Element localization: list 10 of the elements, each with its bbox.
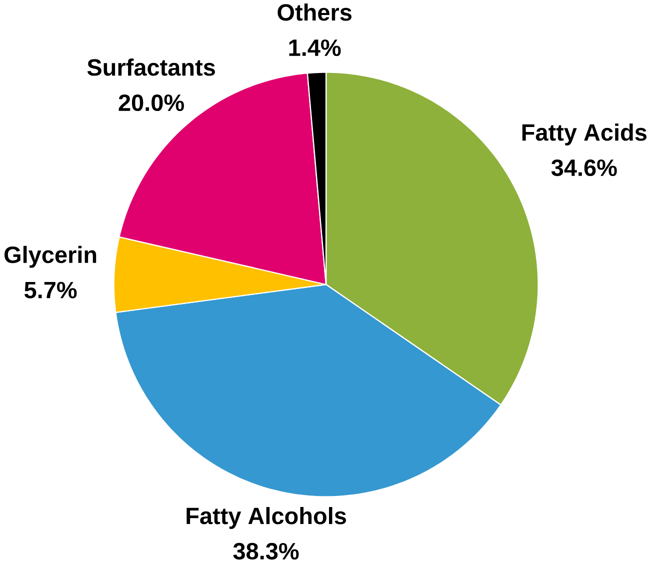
data-label: 38.3% bbox=[233, 542, 299, 560]
slice-label: Surfactants bbox=[87, 58, 215, 76]
slice-label: Fatty Alcohols bbox=[186, 506, 346, 529]
slice-label: Fatty Acids bbox=[522, 123, 646, 146]
data-label: 1.4% bbox=[289, 39, 341, 56]
data-label: 20.0% bbox=[118, 94, 184, 111]
slice-label: Glycerin bbox=[4, 246, 96, 268]
data-label: 34.6% bbox=[551, 159, 617, 176]
data-label: 5.7% bbox=[24, 282, 77, 298]
slice-label: Others bbox=[278, 3, 352, 21]
